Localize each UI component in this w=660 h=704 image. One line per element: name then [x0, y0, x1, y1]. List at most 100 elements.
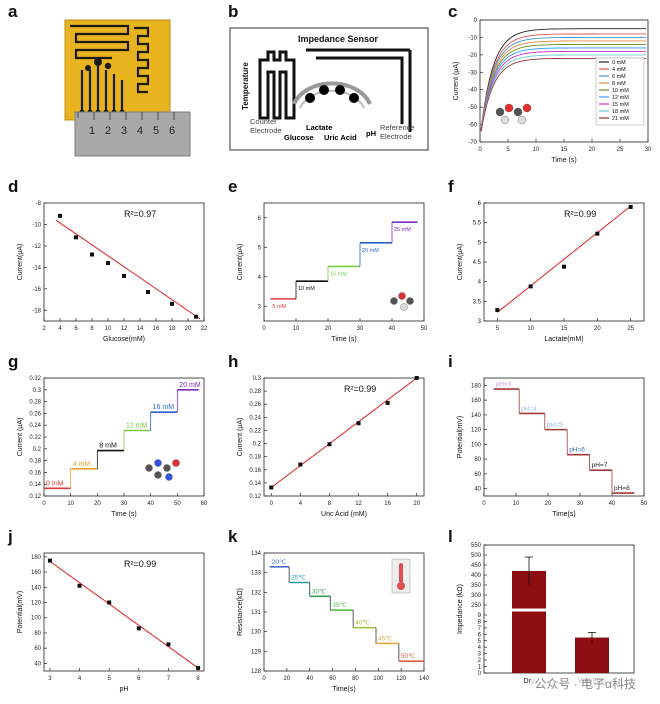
- y-tick-label: -8: [36, 201, 42, 207]
- molecule-atom: [517, 115, 527, 125]
- x-tick-label: 40: [609, 501, 616, 507]
- y-tick-label: 2: [478, 658, 482, 664]
- glucose-electrode: [305, 93, 315, 103]
- x-tick-label: 30: [121, 501, 128, 507]
- data-point: [528, 284, 533, 289]
- y-axis-label: Potential(mV): [457, 416, 464, 458]
- y-tick-label: 0.24: [249, 415, 261, 421]
- data-point: [136, 626, 141, 631]
- panel-f-label: f: [448, 177, 454, 196]
- y-tick-label: 3: [478, 652, 482, 658]
- legend-label: 12 mM: [612, 95, 629, 101]
- y-tick-label: 5: [258, 245, 262, 251]
- r-squared-label: R²=0.99: [564, 209, 596, 219]
- panel-f: f 5 10 15 20 25 3 3.5 4 4.5 5 5.5 6 Lactate(mM) Curre…: [440, 175, 660, 350]
- y-tick-label: 6: [258, 216, 262, 222]
- y-tick-label: 6: [478, 201, 482, 207]
- r-squared-label: R²=0.99: [344, 384, 376, 394]
- x-tick-label: 12: [355, 501, 362, 507]
- y-tick-label: 0.32: [29, 376, 41, 382]
- chart-g: 0 10 20 30 40 50 60 0.12 0.14 0.16 0.18 0.2 0.22 0.24…: [17, 376, 208, 518]
- molecule-atom: [504, 103, 514, 113]
- series-line: [480, 43, 647, 131]
- y-tick-label: 0.22: [29, 435, 41, 441]
- x-tick-label: 15: [561, 326, 568, 332]
- ruler-tick-5: 5: [153, 125, 159, 137]
- x-tick-label: 4: [299, 501, 303, 507]
- ruler-tick-6: 6: [169, 125, 175, 137]
- x-tick-label: 0: [270, 501, 274, 507]
- y-tick-label: 0.18: [249, 455, 261, 461]
- data-point: [628, 204, 633, 209]
- ruler-minor-ticks: [77, 112, 175, 120]
- x-tick-label: 22: [201, 326, 208, 332]
- y-tick-label: 550: [471, 543, 482, 549]
- x-tick-label: 30: [357, 326, 364, 332]
- y-tick-label: 0.24: [29, 423, 41, 429]
- thermometer-icon: [399, 563, 403, 583]
- step-label: pH=8: [614, 485, 630, 492]
- data-point: [90, 252, 94, 257]
- y-tick-label: 0.12: [249, 494, 261, 500]
- y-tick-label: 80: [34, 631, 41, 637]
- x-tick-label: 14: [137, 326, 144, 332]
- step-label: 20 mM: [179, 382, 201, 389]
- y-tick-label: 100: [471, 442, 482, 448]
- y-tick-label: 0.14: [249, 481, 261, 487]
- molecule-atom: [154, 471, 162, 479]
- x-axis-label: Time (s): [111, 511, 136, 518]
- x-tick-label: 0: [262, 676, 266, 682]
- reference-label: Reference Electrode: [380, 123, 415, 141]
- data-point: [170, 301, 174, 306]
- thermometer-bulb: [397, 582, 405, 590]
- y-tick-label: 0.2: [253, 442, 262, 448]
- step-label: 50℃: [401, 653, 416, 660]
- panel-i-label: i: [448, 352, 453, 371]
- y-tick-label: 0.26: [29, 411, 41, 417]
- y-tick-label: 0.14: [29, 482, 41, 488]
- y-tick-label: 0.16: [249, 468, 261, 474]
- y-tick-label: 0.18: [29, 459, 41, 465]
- molecule-atom: [390, 297, 398, 305]
- x-tick-label: 3: [48, 676, 52, 682]
- panel-e: e 0 10 20 30 40 50 3 4 5 6 Time (s) Current(μA) 5 mM…: [220, 175, 440, 350]
- data-point: [166, 642, 171, 647]
- y-tick-label: 7: [478, 626, 482, 632]
- y-tick-label: 140: [31, 585, 42, 591]
- panel-b-label: b: [228, 2, 239, 21]
- x-tick-label: 10: [533, 147, 540, 153]
- panel-g-label: g: [8, 352, 19, 371]
- schematic-title: Impedance Sensor: [298, 34, 379, 44]
- y-tick-label: -12: [32, 244, 41, 250]
- y-tick-label: 100: [31, 616, 42, 622]
- y-tick-label: 350: [471, 583, 482, 589]
- y-tick-label: -16: [32, 287, 41, 293]
- legend-label: 18 mM: [612, 109, 629, 115]
- legend-label: 10 mM: [612, 88, 629, 94]
- x-tick-label: 20: [545, 501, 552, 507]
- x-tick-label: 8: [328, 501, 332, 507]
- panel-h: h 0 4 8 12 16 20 0.12 0.14 0.16 0.18 0.2 0.22 0.24 0.…: [220, 350, 440, 525]
- x-axis-label: Time(s): [332, 686, 355, 693]
- data-point: [107, 600, 112, 605]
- y-tick-label: 60: [474, 472, 481, 478]
- x-axis-label: Time (s): [551, 157, 576, 164]
- y-tick-label: 3.5: [473, 299, 482, 305]
- data-point: [269, 485, 274, 490]
- y-tick-label: 0.22: [249, 428, 261, 434]
- y-tick-label: -14: [32, 265, 41, 271]
- molecule-atom: [172, 459, 180, 467]
- y-tick-label: 3: [478, 319, 482, 325]
- step-label: pH=5: [547, 422, 563, 429]
- data-point: [58, 213, 62, 218]
- step-label: 35℃: [332, 602, 347, 609]
- y-tick-label: 180: [471, 383, 482, 389]
- molecule-atom: [398, 292, 406, 300]
- y-tick-label: 0.28: [29, 400, 41, 406]
- legend-label: 6 mM: [612, 74, 626, 80]
- x-tick-label: 60: [329, 676, 336, 682]
- step-label: 5 mM: [272, 304, 286, 310]
- step-label: pH=7: [592, 462, 608, 469]
- data-point: [77, 583, 82, 588]
- step-label: 4 mM: [73, 461, 91, 468]
